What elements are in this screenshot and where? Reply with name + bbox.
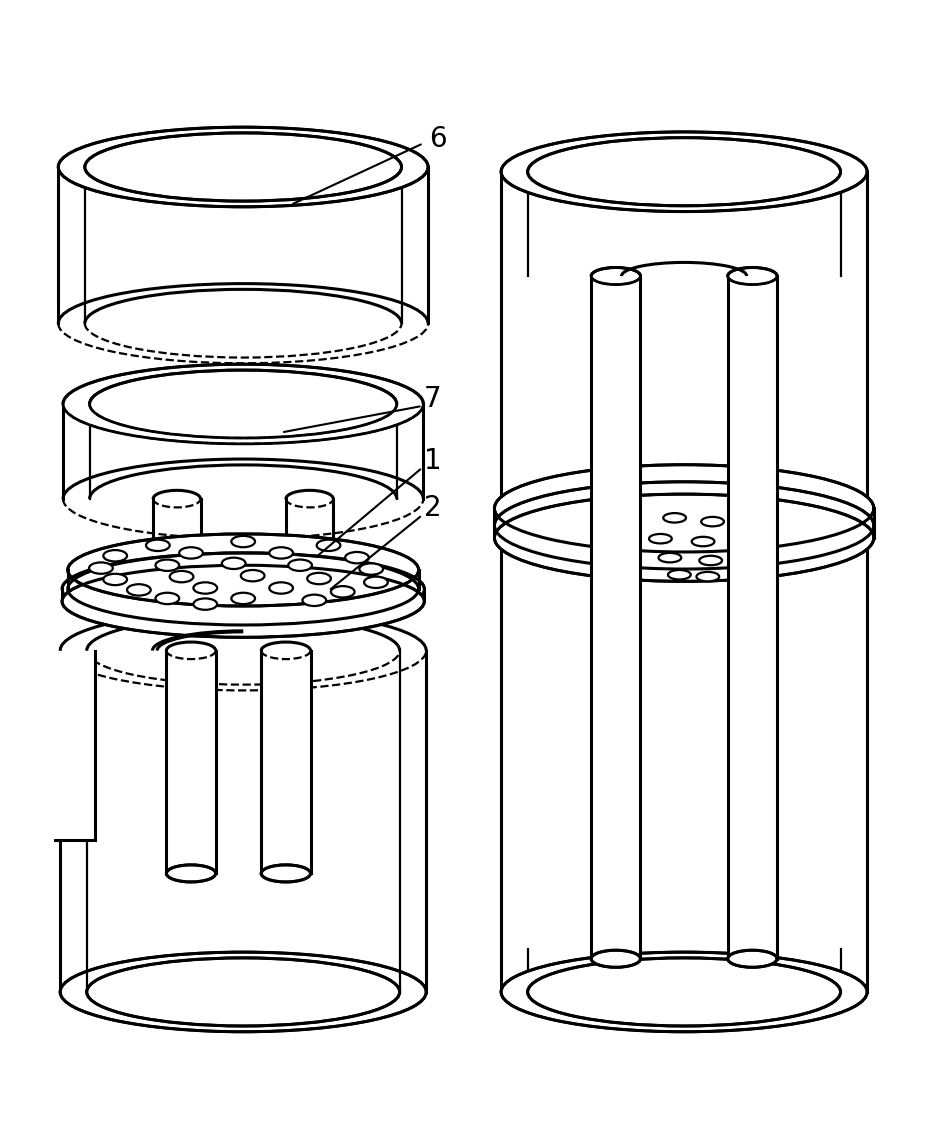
Ellipse shape <box>155 593 179 604</box>
Ellipse shape <box>166 865 216 882</box>
Polygon shape <box>166 650 216 873</box>
Ellipse shape <box>592 951 640 967</box>
Polygon shape <box>58 167 428 324</box>
Polygon shape <box>63 404 423 499</box>
Ellipse shape <box>317 539 340 552</box>
Ellipse shape <box>302 594 326 606</box>
Ellipse shape <box>231 536 255 547</box>
Ellipse shape <box>146 539 169 552</box>
Ellipse shape <box>63 364 423 444</box>
Ellipse shape <box>501 132 867 212</box>
Polygon shape <box>60 650 426 992</box>
Ellipse shape <box>193 599 217 610</box>
Ellipse shape <box>104 550 127 562</box>
Ellipse shape <box>241 569 264 582</box>
Ellipse shape <box>701 517 724 527</box>
Ellipse shape <box>286 600 333 617</box>
Ellipse shape <box>663 513 686 522</box>
Ellipse shape <box>179 547 203 558</box>
Ellipse shape <box>668 569 690 580</box>
Polygon shape <box>592 276 640 958</box>
Text: 6: 6 <box>429 124 446 152</box>
Ellipse shape <box>262 865 311 882</box>
Polygon shape <box>501 172 867 992</box>
Ellipse shape <box>89 370 397 438</box>
Polygon shape <box>153 499 201 608</box>
Ellipse shape <box>153 600 201 617</box>
Ellipse shape <box>89 563 113 574</box>
Ellipse shape <box>495 465 874 552</box>
Ellipse shape <box>87 957 399 1026</box>
Ellipse shape <box>495 494 874 582</box>
Ellipse shape <box>269 547 293 558</box>
Ellipse shape <box>68 534 418 606</box>
Ellipse shape <box>231 593 255 604</box>
Ellipse shape <box>649 534 671 544</box>
Ellipse shape <box>696 572 719 582</box>
Ellipse shape <box>495 482 874 569</box>
Ellipse shape <box>85 133 401 201</box>
Ellipse shape <box>127 584 151 595</box>
Ellipse shape <box>269 582 293 594</box>
Polygon shape <box>495 508 874 538</box>
Polygon shape <box>286 499 333 608</box>
Text: 7: 7 <box>424 386 441 414</box>
Ellipse shape <box>331 586 355 597</box>
Ellipse shape <box>222 557 245 569</box>
Ellipse shape <box>528 138 841 206</box>
Text: 1: 1 <box>424 447 441 475</box>
Ellipse shape <box>345 552 369 564</box>
Polygon shape <box>262 650 311 873</box>
Ellipse shape <box>691 537 714 546</box>
Text: 2: 2 <box>424 494 441 522</box>
Ellipse shape <box>658 553 681 563</box>
Ellipse shape <box>501 952 867 1031</box>
Ellipse shape <box>288 559 312 571</box>
Ellipse shape <box>728 268 777 285</box>
Ellipse shape <box>62 565 424 638</box>
Ellipse shape <box>307 573 331 584</box>
Ellipse shape <box>364 576 388 589</box>
Ellipse shape <box>62 553 424 626</box>
Ellipse shape <box>58 127 428 206</box>
Ellipse shape <box>528 957 841 1026</box>
Ellipse shape <box>359 564 383 575</box>
Polygon shape <box>728 276 777 958</box>
Polygon shape <box>55 650 95 840</box>
Ellipse shape <box>592 268 640 285</box>
Ellipse shape <box>728 951 777 967</box>
Ellipse shape <box>193 582 217 594</box>
Ellipse shape <box>104 574 127 585</box>
Ellipse shape <box>699 556 722 565</box>
Ellipse shape <box>60 952 426 1031</box>
Ellipse shape <box>155 559 179 571</box>
Ellipse shape <box>169 571 193 582</box>
